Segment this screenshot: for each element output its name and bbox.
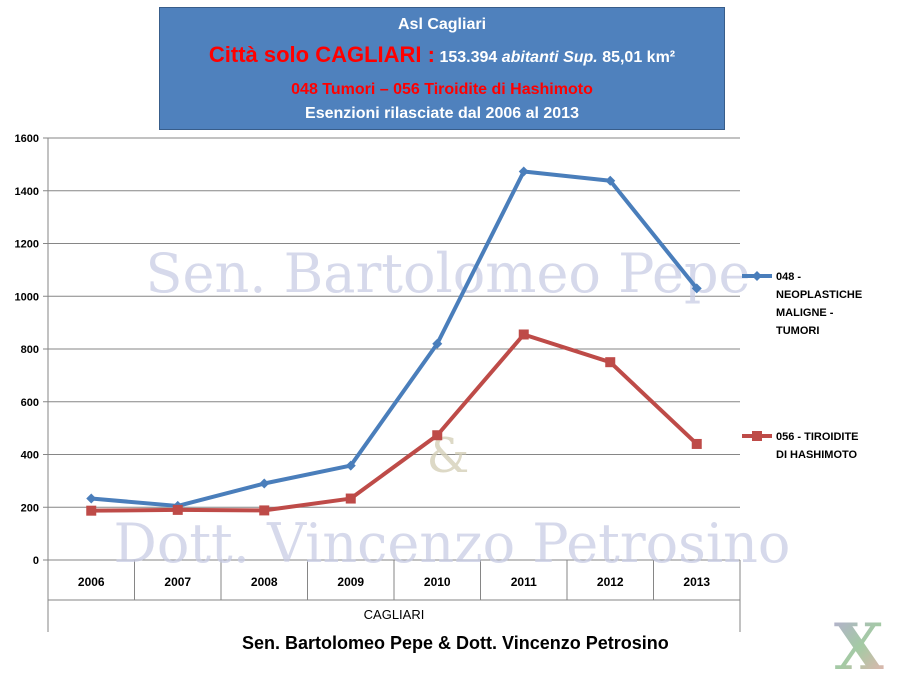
- series1-point: [518, 166, 529, 177]
- title-population: 153.394 abitanti Sup. 85,01 km²: [439, 49, 676, 66]
- title-diseases: 048 Tumori – 056 Tiroidite di Hashimoto: [291, 81, 593, 98]
- x-tick-label: 2009: [337, 575, 364, 589]
- title-box: Asl Cagliari Città solo CAGLIARI : 153.3…: [159, 7, 725, 130]
- x-tick-label: 2010: [424, 575, 451, 589]
- legend-label: NEOPLASTICHE: [776, 289, 862, 301]
- x-tick-label: 2006: [78, 575, 105, 589]
- y-tick-label: 1000: [15, 291, 39, 303]
- y-tick-label: 200: [21, 502, 39, 514]
- legend-label: 048 -: [776, 271, 801, 283]
- series2-point: [518, 329, 529, 340]
- legend-label: DI HASHIMOTO: [776, 449, 858, 461]
- y-tick-label: 1600: [15, 133, 39, 145]
- x-tick-label: 2008: [251, 575, 278, 589]
- series2-point: [605, 357, 616, 368]
- watermark-line1: Sen. Bartolomeo Pepe: [146, 242, 751, 305]
- title-asl: Asl Cagliari: [397, 16, 487, 33]
- series1-point: [432, 338, 443, 349]
- series-line-1: [91, 169, 699, 508]
- legend-marker: [752, 271, 762, 281]
- series2-point: [345, 493, 356, 504]
- x-axis-label: CAGLIARI: [364, 607, 425, 622]
- title-period: Esenzioni rilasciate dal 2006 al 2013: [305, 105, 579, 122]
- y-tick-label: 800: [21, 344, 39, 356]
- series1-point: [86, 493, 97, 504]
- series2-point: [691, 438, 702, 449]
- series1-point: [691, 283, 702, 294]
- series1-point: [345, 460, 356, 471]
- x-tick-label: 2007: [164, 575, 191, 589]
- series1-point: [259, 478, 270, 489]
- y-tick-label: 0: [33, 555, 39, 567]
- y-tick-label: 1400: [15, 186, 39, 198]
- y-tick-label: 400: [21, 450, 39, 462]
- series2-point: [259, 505, 270, 516]
- y-tick-label: 1200: [15, 239, 39, 251]
- series2-point: [432, 430, 443, 441]
- legend-label: MALIGNE -: [776, 307, 834, 319]
- y-tick-label: 600: [21, 397, 39, 409]
- title-city-line: Città solo CAGLIARI : 153.394 abitanti S…: [160, 42, 724, 68]
- legend-label: TUMORI: [776, 325, 819, 337]
- authors-caption: Sen. Bartolomeo Pepe & Dott. Vincenzo Pe…: [242, 633, 669, 653]
- series1-point: [605, 175, 616, 186]
- legend-marker: [752, 431, 762, 441]
- x-tick-label: 2013: [683, 575, 710, 589]
- legend-label: 056 - TIROIDITE: [776, 431, 859, 443]
- series2-point: [172, 504, 183, 515]
- x-tick-label: 2012: [597, 575, 624, 589]
- series2-point: [86, 505, 97, 516]
- title-city: Città solo CAGLIARI :: [208, 42, 435, 67]
- x-logo: X: [834, 610, 884, 685]
- x-tick-label: 2011: [511, 575, 537, 589]
- watermark-line2: Dott. Vincenzo Petrosino: [114, 512, 791, 575]
- series-line-2: [91, 332, 699, 513]
